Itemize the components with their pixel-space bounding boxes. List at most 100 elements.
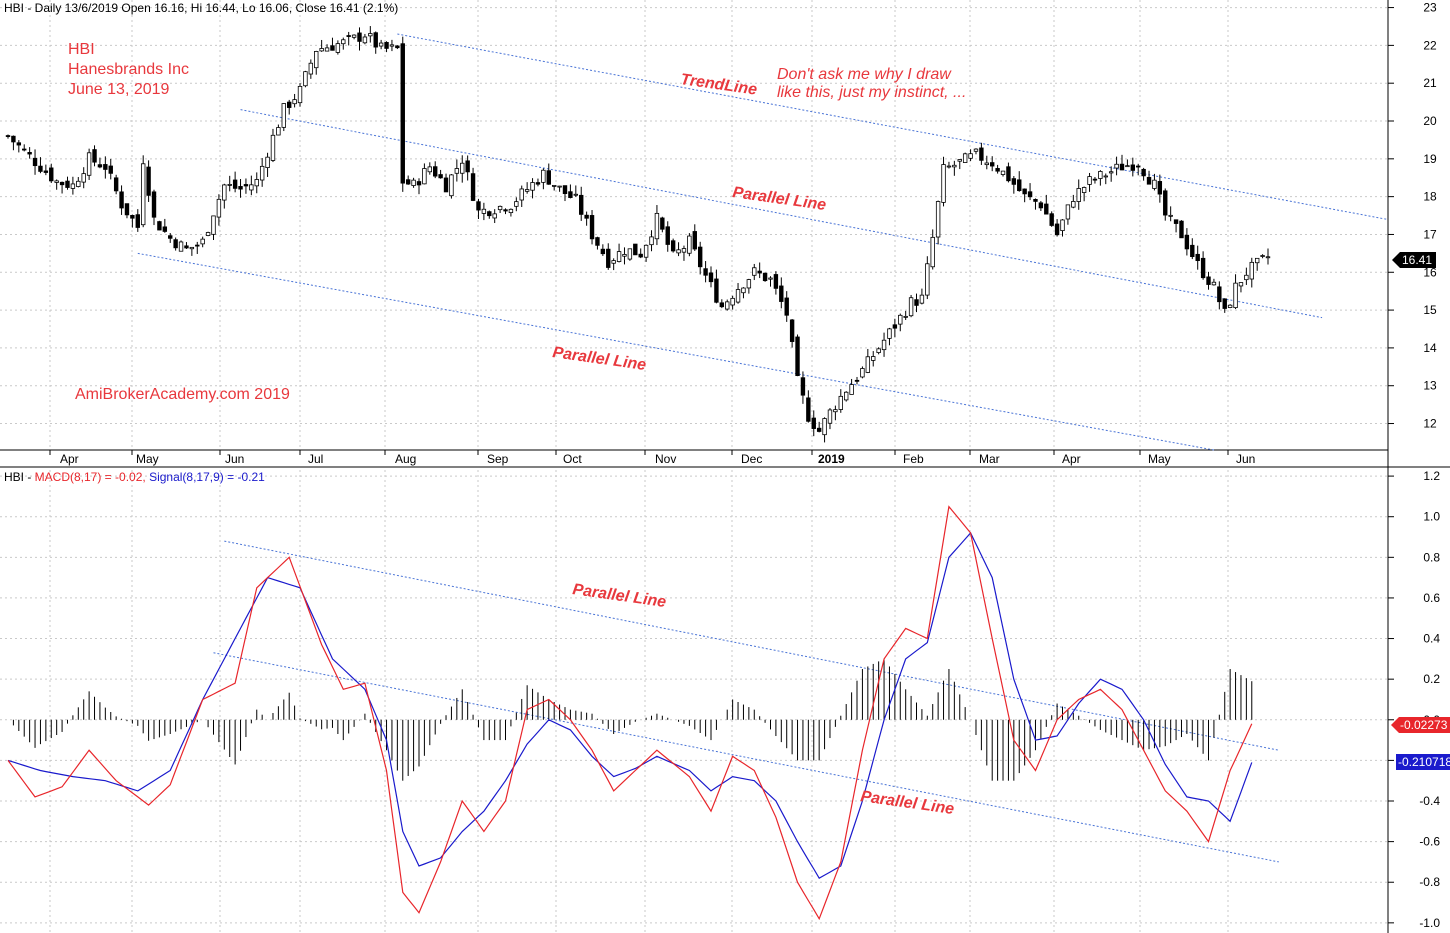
x-tick-label: May	[136, 452, 159, 466]
candle-body	[76, 180, 81, 187]
candle-body	[676, 249, 681, 254]
candle-body	[670, 240, 676, 252]
candle-body	[530, 182, 535, 191]
candle-body	[551, 184, 557, 187]
x-tick-label: Dec	[741, 452, 762, 466]
candle-body	[189, 246, 195, 250]
candle-body	[438, 174, 443, 179]
parallel-line-low	[137, 252, 1215, 451]
candle-body	[43, 170, 49, 173]
company-title: Hanesbrands Inc	[68, 61, 189, 78]
candle-body	[1103, 175, 1108, 178]
candle-body	[514, 201, 519, 207]
candle-body	[1098, 171, 1103, 179]
candle-body	[178, 241, 184, 252]
candle-body	[757, 270, 762, 274]
candle-body	[5, 135, 11, 137]
candle-body	[487, 211, 492, 217]
candle-body	[287, 101, 292, 108]
candle-body	[725, 301, 730, 310]
candle-body	[16, 142, 22, 146]
candle-body	[935, 201, 941, 238]
candle-body	[919, 294, 925, 304]
candle-body	[1022, 188, 1027, 195]
svg-text:-0.02273: -0.02273	[1400, 718, 1448, 732]
svg-text:-0.210718: -0.210718	[1398, 755, 1450, 769]
candle-body	[665, 226, 670, 245]
candle-body	[411, 179, 416, 186]
candle-body	[1244, 274, 1249, 281]
candle-body	[86, 152, 92, 176]
candle-body	[140, 163, 146, 226]
candle-body	[1000, 170, 1006, 175]
candle-body	[957, 159, 962, 162]
y-tick-label: 19	[1423, 152, 1437, 166]
signal-line	[7, 531, 1253, 880]
candle-body	[1211, 281, 1217, 286]
candle-body	[433, 166, 438, 177]
x-tick-label: Jun	[1236, 452, 1255, 466]
candle-body	[362, 36, 368, 44]
candle-body	[854, 379, 860, 382]
guide-lines	[137, 33, 1388, 863]
x-tick-label: Apr	[60, 452, 79, 466]
candle-body	[519, 188, 524, 201]
note-line-2: like this, just my instinct, ...	[777, 84, 966, 101]
candle-body	[898, 314, 903, 325]
candle-body	[768, 277, 773, 280]
candle-body	[11, 135, 16, 143]
candle-body	[254, 179, 259, 187]
y-tick-label: 21	[1423, 76, 1437, 90]
candle-body	[697, 246, 703, 268]
candle-body	[735, 289, 741, 303]
candle-body	[270, 134, 276, 161]
candle-body	[789, 319, 795, 342]
candle-body	[908, 297, 914, 317]
candle-body	[952, 164, 957, 168]
price-header: HBI - Daily 13/6/2019 Open 16.16, Hi 16.…	[4, 1, 398, 15]
candle-body	[795, 336, 800, 377]
candle-body	[281, 103, 286, 128]
macd-histogram	[12, 658, 1253, 781]
candle-body	[503, 209, 508, 212]
candle-body	[535, 182, 541, 185]
candle-body	[265, 156, 270, 168]
candle-body	[59, 181, 65, 186]
candle-body	[341, 39, 346, 45]
candle-body	[454, 168, 460, 174]
y-tick-label: 0.6	[1423, 591, 1440, 605]
candle-body	[990, 162, 995, 167]
candle-body	[871, 356, 876, 361]
candle-body	[303, 71, 308, 87]
candle-body	[119, 191, 124, 209]
candle-body	[351, 34, 357, 38]
candle-body	[1163, 190, 1168, 216]
candle-body	[746, 279, 752, 289]
candle-body	[925, 263, 930, 296]
candle-body	[222, 184, 227, 201]
candle-body	[308, 62, 314, 75]
y-tick-label: 0.8	[1423, 550, 1440, 564]
candle-body	[227, 184, 232, 186]
candle-body	[843, 391, 849, 401]
candle-body	[443, 177, 449, 193]
candle-body	[27, 152, 32, 155]
candle-body	[800, 377, 806, 396]
candle-body	[833, 409, 838, 413]
candle-body	[22, 148, 27, 151]
candle-body	[816, 427, 822, 432]
x-tick-label: Apr	[1062, 452, 1081, 466]
candle-body	[465, 160, 470, 173]
candle-body	[38, 165, 43, 172]
candle-body	[779, 285, 784, 302]
candle-body	[806, 397, 811, 422]
y-tick-label: 15	[1423, 303, 1437, 317]
candle-body	[557, 185, 562, 188]
y-tick-label: -0.4	[1419, 794, 1440, 808]
candle-body	[373, 32, 378, 48]
candle-body	[903, 315, 908, 318]
ticker-title: HBI	[68, 41, 95, 58]
y-tick-label: 13	[1423, 379, 1437, 393]
candle-body	[714, 278, 719, 303]
candle-body	[135, 214, 140, 228]
